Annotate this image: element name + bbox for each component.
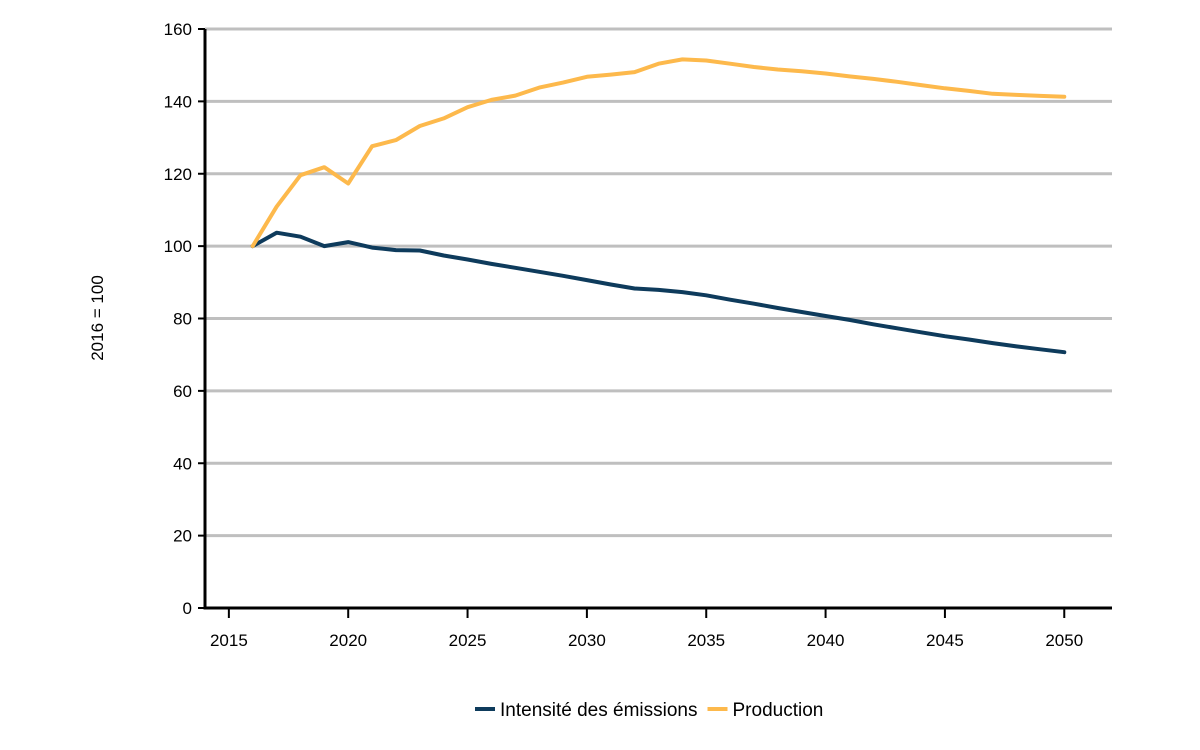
x-tick-label: 2035 xyxy=(687,631,725,650)
y-tick-label: 160 xyxy=(164,20,192,39)
legend: Intensité des émissions Production xyxy=(475,700,823,721)
gridlines xyxy=(205,27,1112,538)
x-tick-label: 2020 xyxy=(329,631,367,650)
y-tick-label: 100 xyxy=(164,237,192,256)
series-line-intensite-des-emissions xyxy=(250,230,1067,355)
series-lines xyxy=(250,57,1067,355)
x-tick-label: 2015 xyxy=(210,631,248,650)
x-tick-label: 2030 xyxy=(568,631,606,650)
legend-label-production: Production xyxy=(733,700,824,721)
x-tick-label: 2050 xyxy=(1045,631,1083,650)
x-tick-label: 2025 xyxy=(449,631,487,650)
x-tick-label: 2040 xyxy=(807,631,845,650)
y-tick-labels: 0 20 40 60 80 100 120 140 160 xyxy=(164,20,205,618)
y-tick-label: 60 xyxy=(173,382,192,401)
y-tick-label: 20 xyxy=(173,527,192,546)
y-tick-label: 140 xyxy=(164,92,192,111)
y-tick-label: 0 xyxy=(183,599,192,618)
y-axis-title: 2016 = 100 xyxy=(88,275,107,361)
x-tick-labels: 2015 2020 2025 2030 2035 2040 2045 2050 xyxy=(210,608,1083,650)
y-tick-label: 80 xyxy=(173,310,192,329)
series-line-production xyxy=(250,57,1067,249)
y-tick-label: 120 xyxy=(164,165,192,184)
y-tick-label: 40 xyxy=(173,454,192,473)
x-tick-label: 2045 xyxy=(926,631,964,650)
legend-label-intensite-des-emissions: Intensité des émissions xyxy=(500,700,698,721)
